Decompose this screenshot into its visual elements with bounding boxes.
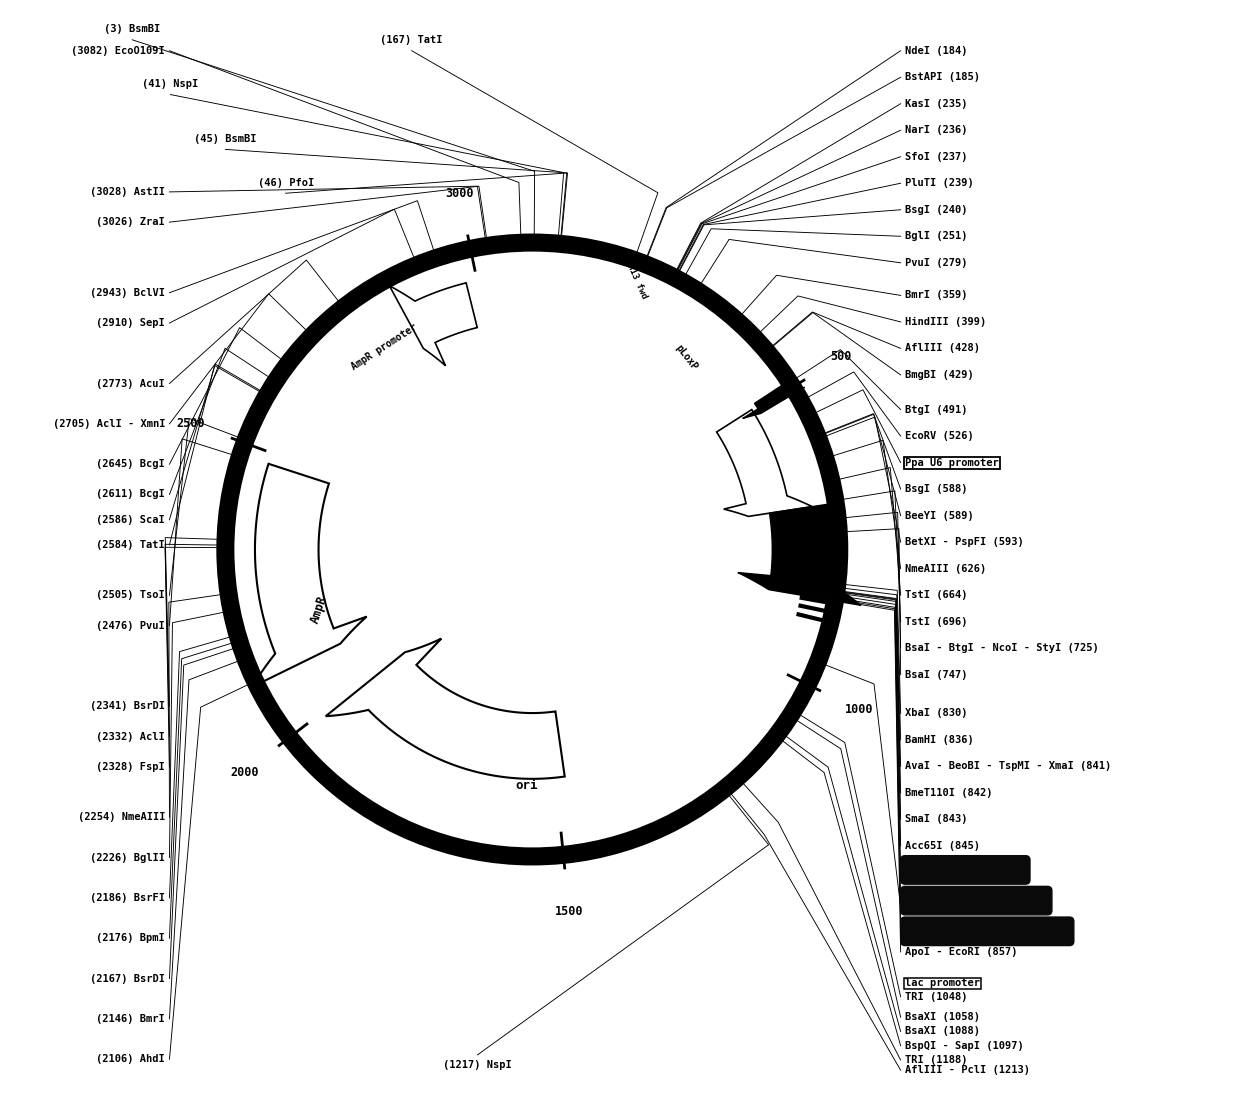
Text: (3028) AstII: (3028) AstII [91, 187, 165, 197]
Text: pLoxP: pLoxP [673, 343, 699, 373]
Text: (45) BsmBI: (45) BsmBI [195, 134, 257, 144]
Text: (167) TatI: (167) TatI [381, 35, 443, 45]
Text: 3000: 3000 [445, 187, 474, 200]
Text: PluTI (239): PluTI (239) [905, 178, 973, 188]
Text: TRI (1048): TRI (1048) [905, 991, 967, 1002]
Text: (3082) EcoO109I: (3082) EcoO109I [72, 46, 165, 56]
FancyBboxPatch shape [900, 917, 1074, 945]
Text: ori: ori [516, 779, 538, 791]
Text: AmpR: AmpR [308, 595, 329, 625]
Text: (2328) FspI: (2328) FspI [97, 762, 165, 771]
Text: (2910) SepI: (2910) SepI [97, 318, 165, 328]
Text: BglI (251): BglI (251) [905, 231, 967, 242]
Polygon shape [252, 464, 367, 687]
Text: (2476) PvuI: (2476) PvuI [97, 621, 165, 631]
Text: (2505) TsoI: (2505) TsoI [97, 590, 165, 600]
Text: 2000: 2000 [231, 766, 259, 779]
Text: AvaI - BeoBI - TspMI - XmaI (841): AvaI - BeoBI - TspMI - XmaI (841) [905, 762, 1111, 771]
Text: BsaI - BtgI - NcoI - StyI (725): BsaI - BtgI - NcoI - StyI (725) [905, 643, 1099, 653]
Text: 2500: 2500 [177, 417, 206, 430]
Text: PvuI (279): PvuI (279) [905, 258, 967, 268]
Text: BstAPI (185): BstAPI (185) [905, 73, 980, 82]
Text: BtgI (491): BtgI (491) [905, 404, 967, 414]
Polygon shape [717, 410, 812, 517]
Text: NarI (236): NarI (236) [905, 125, 967, 135]
Text: BsaXI (1058): BsaXI (1058) [905, 1012, 980, 1022]
Text: BeeYI (589): BeeYI (589) [905, 511, 973, 521]
Text: AmpR promoter: AmpR promoter [350, 322, 419, 371]
Text: (2226) BglII: (2226) BglII [91, 853, 165, 863]
Text: (2705) AclI - XmnI: (2705) AclI - XmnI [52, 419, 165, 429]
Text: (2645) BcgI: (2645) BcgI [97, 459, 165, 469]
Text: BsgI (588): BsgI (588) [905, 484, 967, 495]
Text: TstI (696): TstI (696) [905, 617, 967, 626]
Text: XbaI (830): XbaI (830) [905, 709, 967, 719]
Text: (2254) NmeAIII: (2254) NmeAIII [78, 812, 165, 822]
Text: TRI (1188): TRI (1188) [905, 1055, 967, 1065]
Polygon shape [389, 282, 477, 366]
Text: (2186) BsrFI: (2186) BsrFI [91, 892, 165, 903]
Text: 500: 500 [831, 351, 852, 364]
Text: TstI (664): TstI (664) [905, 590, 967, 600]
Text: gRNA scaffold: gRNA scaffold [589, 495, 608, 560]
FancyBboxPatch shape [900, 856, 1030, 885]
Text: SmaI (843): SmaI (843) [905, 814, 967, 824]
Text: AflIII (428): AflIII (428) [905, 343, 980, 354]
Text: BspQI - SapI (1097): BspQI - SapI (1097) [905, 1041, 1024, 1051]
Text: (2584) TatI: (2584) TatI [97, 540, 165, 550]
Text: Ppa U6 promoter: Ppa U6 promoter [905, 457, 998, 467]
Text: BetXI - PspFI (593): BetXI - PspFI (593) [905, 537, 1024, 547]
Text: (2943) BclVI: (2943) BclVI [91, 288, 165, 298]
Text: Acc65I (845): Acc65I (845) [905, 841, 980, 851]
Text: lac promoter: lac promoter [905, 978, 980, 988]
Text: (2167) BsrDI: (2167) BsrDI [91, 974, 165, 984]
Text: ApoI - EcoRI (857): ApoI - EcoRI (857) [905, 947, 1018, 957]
Text: BsaXI (1088): BsaXI (1088) [905, 1026, 980, 1036]
Polygon shape [738, 504, 861, 606]
Text: (2332) AclI: (2332) AclI [97, 732, 165, 742]
Text: (46) PfoI: (46) PfoI [258, 178, 314, 188]
Text: (2146) BmrI: (2146) BmrI [97, 1014, 165, 1024]
Text: BmgBI (429): BmgBI (429) [905, 370, 973, 380]
Text: NmeAIII (626): NmeAIII (626) [905, 564, 986, 574]
Text: (3) BsmBI: (3) BsmBI [104, 24, 160, 34]
Text: BmeT110I (842): BmeT110I (842) [905, 788, 992, 798]
Text: BsgI (240): BsgI (240) [905, 204, 967, 214]
Polygon shape [326, 639, 564, 779]
Text: 1000: 1000 [844, 703, 873, 717]
Text: KpnI (849): KpnI (849) [905, 867, 967, 877]
Text: (2611) BcgI: (2611) BcgI [97, 489, 165, 499]
Text: (1217) NspI: (1217) NspI [443, 1061, 512, 1070]
Text: (41) NspI: (41) NspI [143, 79, 198, 89]
Text: KasI (235): KasI (235) [905, 99, 967, 109]
Text: Eco53kI (853): Eco53kI (853) [905, 893, 986, 904]
Text: AflIII - PclI (1213): AflIII - PclI (1213) [905, 1065, 1030, 1075]
Text: (2176) BpmI: (2176) BpmI [97, 933, 165, 943]
FancyBboxPatch shape [900, 887, 1052, 914]
Text: BmrI (359): BmrI (359) [905, 290, 967, 300]
Text: HindIII (399): HindIII (399) [905, 317, 986, 326]
Polygon shape [743, 386, 805, 419]
Text: (3026) ZraI: (3026) ZraI [97, 218, 165, 227]
Text: BanII - SacI (855): BanII - SacI (855) [905, 921, 1018, 931]
Text: NdeI (184): NdeI (184) [905, 46, 967, 56]
Text: (2341) BsrDI: (2341) BsrDI [91, 701, 165, 711]
Text: BamHI (836): BamHI (836) [905, 735, 973, 745]
Text: 1500: 1500 [554, 906, 583, 918]
Text: (2773) AcuI: (2773) AcuI [97, 378, 165, 389]
Text: M13 fwd: M13 fwd [625, 262, 649, 300]
Text: SfoI (237): SfoI (237) [905, 152, 967, 162]
Text: EcoRV (526): EcoRV (526) [905, 431, 973, 441]
Text: (2586) ScaI: (2586) ScaI [97, 514, 165, 524]
Text: (2106) AhdI: (2106) AhdI [97, 1054, 165, 1064]
Text: BsaI (747): BsaI (747) [905, 669, 967, 679]
